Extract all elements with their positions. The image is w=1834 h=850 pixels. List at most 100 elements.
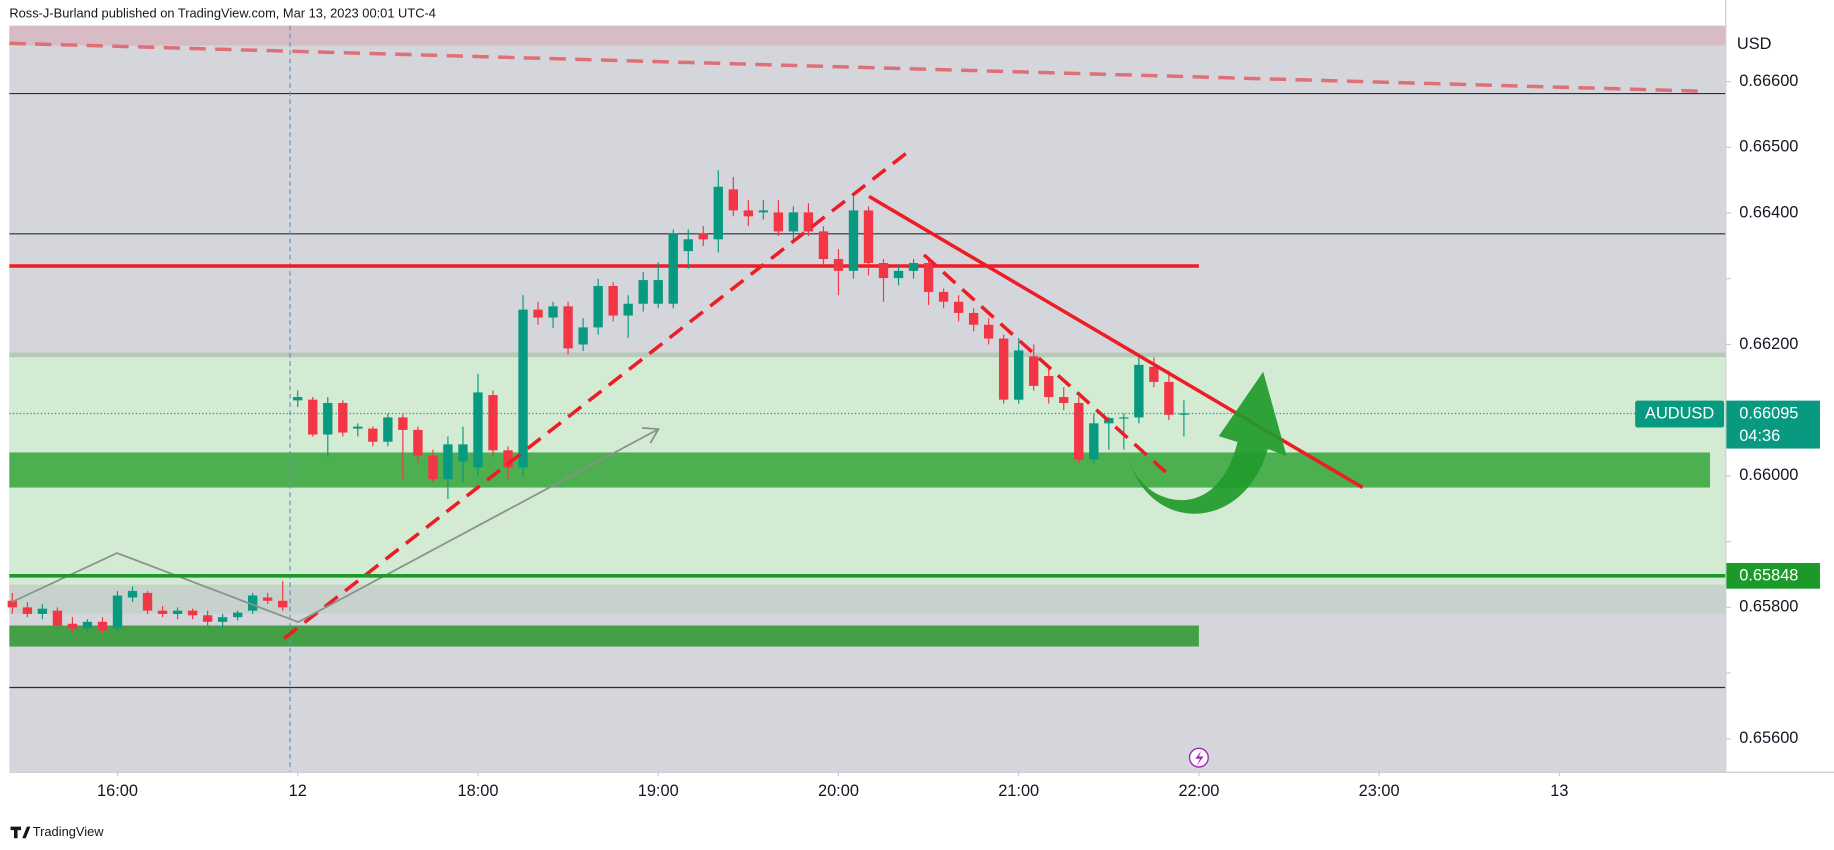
symbol-label: AUDUSD — [1645, 404, 1714, 422]
candle-body — [818, 231, 829, 260]
footer-brand: TradingView — [33, 824, 104, 839]
x-tick-label: 18:00 — [457, 782, 498, 800]
candle-body — [623, 303, 633, 316]
candle-body — [52, 610, 63, 626]
candle-body — [683, 239, 693, 252]
countdown-label: 04:36 — [1739, 427, 1780, 445]
candle-body — [728, 189, 738, 211]
candles — [7, 170, 1189, 634]
candle-body — [1089, 423, 1099, 460]
candle-body — [398, 417, 408, 430]
candle-body — [443, 444, 453, 480]
marked-level-box — [1726, 562, 1820, 589]
candle-body — [563, 306, 573, 349]
x-tick-label: 21:00 — [998, 782, 1039, 800]
candle-body — [293, 397, 303, 401]
y-tick-label: 0.66600 — [1739, 72, 1798, 90]
candle-body — [863, 210, 874, 263]
candle-body — [518, 309, 528, 468]
candle-body — [953, 301, 964, 313]
candle-body — [278, 600, 288, 608]
candle-body — [503, 450, 513, 468]
candle-body — [968, 312, 979, 325]
candle-body — [1134, 364, 1144, 418]
x-tick-label: 16:00 — [97, 782, 138, 800]
candle-body — [1164, 381, 1174, 415]
candle-body — [172, 610, 183, 614]
candle-body — [608, 285, 618, 316]
y-tick-label: 0.66000 — [1739, 466, 1798, 484]
candle-body — [878, 262, 889, 279]
candle-body — [413, 429, 423, 456]
candle-body — [1044, 376, 1054, 398]
currency-label: USD — [1737, 35, 1772, 53]
candle-body — [848, 210, 859, 271]
candle-body — [1029, 356, 1039, 386]
gray-zone — [9, 584, 1726, 614]
candle-body — [473, 392, 483, 468]
green-zone — [9, 452, 1711, 488]
candle-body — [758, 210, 769, 213]
curved-arrow — [1128, 371, 1287, 514]
candle-body — [998, 338, 1009, 400]
candle-body — [908, 262, 919, 271]
candle-body — [638, 280, 648, 304]
trend-line — [283, 147, 914, 640]
candle-body — [142, 592, 153, 611]
candle-body — [488, 395, 498, 451]
x-tick-label: 20:00 — [818, 782, 859, 800]
footer-logo — [10, 826, 31, 839]
x-tick-label: 22:00 — [1178, 782, 1219, 800]
candle-body — [383, 417, 393, 442]
candle-body — [698, 233, 708, 240]
candle-body — [1074, 402, 1084, 460]
candle-body — [247, 595, 258, 611]
candle-body — [82, 621, 93, 629]
green-zone — [9, 625, 1199, 647]
candle-body — [37, 608, 48, 614]
resistance-zone — [9, 25, 1726, 46]
candle-body — [97, 621, 108, 631]
candle-body — [263, 597, 273, 601]
candle-body — [1014, 350, 1024, 400]
candle-body — [713, 186, 723, 240]
candle-body — [187, 610, 198, 616]
candle-body — [983, 324, 994, 339]
candle-body — [157, 610, 168, 614]
event-icon-bolt — [1195, 750, 1204, 766]
candle-body — [353, 426, 363, 429]
candle-body — [593, 285, 603, 328]
candle-body — [308, 399, 318, 435]
x-tick-label: 23:00 — [1359, 782, 1400, 800]
candle-body — [1059, 397, 1069, 403]
y-tick-label: 0.66200 — [1739, 335, 1798, 353]
candle-body — [458, 444, 468, 462]
candle-body — [202, 615, 213, 622]
last-price-label: 0.66095 — [1739, 404, 1798, 422]
candle-body — [833, 259, 844, 271]
candle-body — [893, 270, 904, 279]
candle-body — [773, 212, 784, 232]
candle-body — [548, 306, 558, 318]
x-tick-label: 12 — [289, 782, 307, 800]
candle-body — [1119, 417, 1129, 419]
candle-body — [338, 402, 348, 433]
y-tick-label: 0.66400 — [1739, 203, 1798, 221]
symbol-label-box — [1635, 400, 1725, 428]
candle-body — [232, 612, 243, 618]
candle-body — [578, 327, 588, 345]
candle-body — [7, 600, 18, 608]
candle-body — [323, 402, 333, 435]
candle-body — [743, 210, 754, 217]
candle-body — [1104, 418, 1114, 424]
candle-body — [923, 262, 934, 292]
candle-body — [533, 309, 543, 318]
candle-body — [653, 280, 663, 304]
candle-body — [368, 428, 378, 442]
x-tick-label: 13 — [1550, 782, 1568, 800]
y-tick-label: 0.66500 — [1739, 138, 1798, 156]
candle-body — [788, 212, 799, 232]
publish-header: Ross-J-Burland published on TradingView.… — [9, 5, 436, 20]
